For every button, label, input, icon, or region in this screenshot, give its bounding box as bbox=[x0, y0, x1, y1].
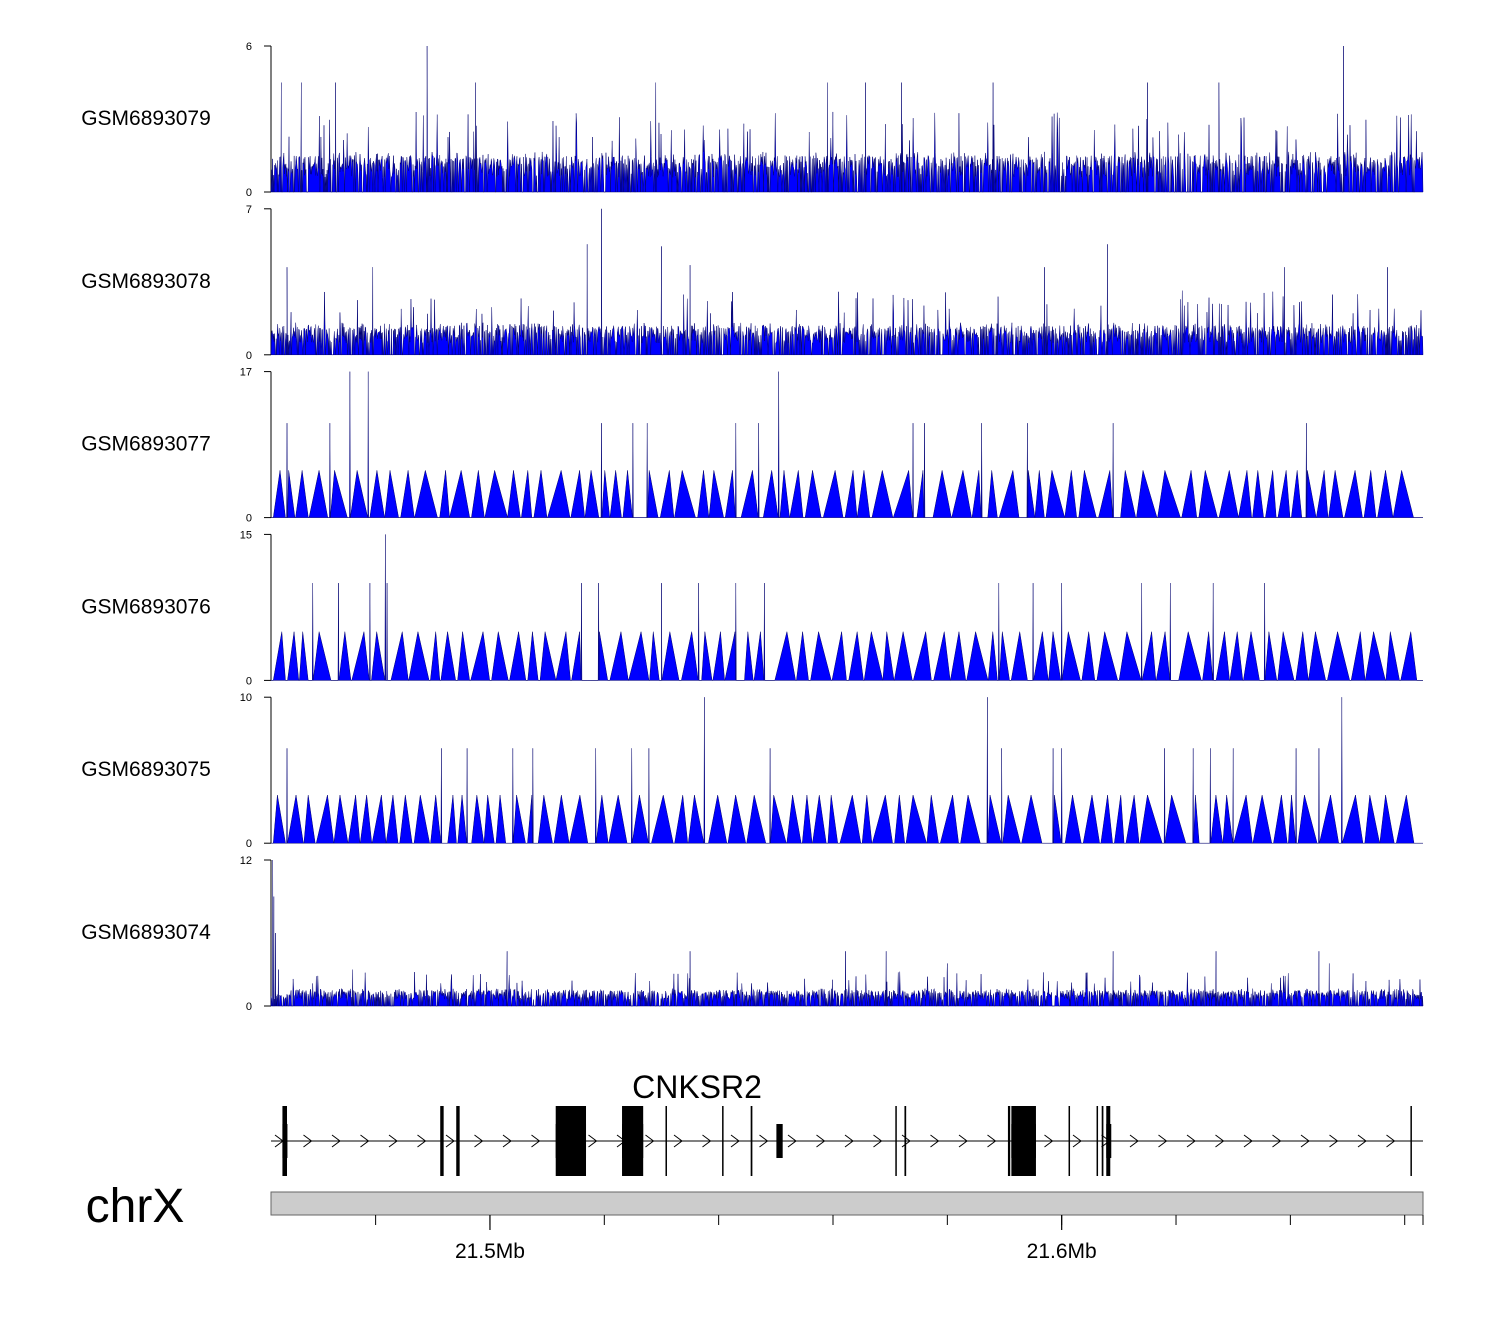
strand-arrow bbox=[1186, 1134, 1196, 1148]
strand-arrow bbox=[1329, 1134, 1339, 1148]
track-label: GSM6893078 bbox=[81, 270, 211, 293]
exon-line bbox=[750, 1106, 753, 1176]
strand-arrow bbox=[1215, 1134, 1225, 1148]
strand-arrow bbox=[787, 1134, 797, 1148]
gene-label: CNKSR2 bbox=[632, 1069, 762, 1105]
y-tick-label: 10 bbox=[240, 692, 252, 704]
strand-arrow bbox=[588, 1134, 598, 1148]
strand-arrow bbox=[873, 1134, 883, 1148]
strand-arrow bbox=[1300, 1134, 1310, 1148]
strand-arrow bbox=[730, 1134, 740, 1148]
strand-arrow bbox=[759, 1134, 769, 1148]
exon-line bbox=[722, 1106, 724, 1176]
strand-arrow bbox=[1272, 1134, 1282, 1148]
coverage-area bbox=[270, 859, 1424, 1007]
track-GSM6893076: GSM6893076 15 0 bbox=[81, 529, 1423, 687]
y-tick-label: 6 bbox=[246, 41, 252, 53]
exon-block bbox=[776, 1124, 783, 1158]
exon-block bbox=[1011, 1124, 1036, 1158]
strand-arrow bbox=[702, 1134, 712, 1148]
y-tick-label: 7 bbox=[246, 204, 252, 216]
strand-arrow bbox=[1243, 1134, 1253, 1148]
coverage-area bbox=[270, 208, 1424, 356]
gene-track: CNKSR2 bbox=[271, 1069, 1423, 1176]
strand-arrow bbox=[987, 1134, 997, 1148]
strand-arrow bbox=[1386, 1134, 1396, 1148]
strand-arrow bbox=[417, 1134, 427, 1148]
exon-line bbox=[456, 1106, 460, 1176]
strand-arrow bbox=[844, 1134, 854, 1148]
strand-arrow bbox=[1072, 1134, 1082, 1148]
y-tick-label: 17 bbox=[240, 367, 252, 379]
exon-line bbox=[1007, 1106, 1011, 1176]
strand-arrow bbox=[958, 1134, 968, 1148]
track-label: GSM6893076 bbox=[81, 595, 211, 618]
track-GSM6893078: GSM6893078 7 0 bbox=[81, 204, 1424, 362]
y-tick-label: 0 bbox=[246, 513, 252, 525]
track-label: GSM6893075 bbox=[81, 758, 211, 781]
exon-line bbox=[1410, 1106, 1412, 1176]
strand-arrow bbox=[1158, 1134, 1168, 1148]
y-tick-label: 0 bbox=[246, 675, 252, 687]
track-label: GSM6893079 bbox=[81, 107, 211, 130]
exon-line bbox=[1068, 1106, 1071, 1176]
strand-arrow bbox=[502, 1134, 512, 1148]
exon-line bbox=[440, 1106, 444, 1176]
axis-tick-label: 21.6Mb bbox=[1027, 1240, 1097, 1263]
strand-arrow bbox=[645, 1134, 655, 1148]
strand-arrow bbox=[673, 1134, 683, 1148]
chromosome-label: chrX bbox=[86, 1180, 185, 1233]
strand-arrow bbox=[930, 1134, 940, 1148]
y-tick-label: 0 bbox=[246, 350, 252, 362]
strand-arrow bbox=[1357, 1134, 1367, 1148]
exon-line bbox=[895, 1106, 897, 1176]
track-label: GSM6893077 bbox=[81, 433, 211, 456]
track-label: GSM6893074 bbox=[81, 921, 211, 944]
strand-arrow bbox=[474, 1134, 484, 1148]
y-tick-label: 0 bbox=[246, 187, 252, 199]
y-tick-label: 0 bbox=[246, 1001, 252, 1013]
track-GSM6893079: GSM6893079 6 0 bbox=[81, 41, 1424, 199]
strand-arrow bbox=[1129, 1134, 1139, 1148]
strand-arrow bbox=[1044, 1134, 1054, 1148]
exon-line bbox=[904, 1106, 907, 1176]
track-GSM6893077: GSM6893077 17 0 bbox=[81, 367, 1423, 525]
strand-arrow bbox=[531, 1134, 541, 1148]
coverage-area bbox=[271, 697, 1423, 844]
track-GSM6893075: GSM6893075 10 0 bbox=[81, 692, 1423, 850]
y-tick-label: 12 bbox=[240, 855, 252, 867]
exon-block bbox=[622, 1124, 644, 1158]
chromosome-axis: chrX 21.5Mb 21.6Mb bbox=[86, 1180, 1424, 1263]
strand-arrow bbox=[303, 1134, 313, 1148]
strand-arrow bbox=[816, 1134, 826, 1148]
exon-line bbox=[1096, 1106, 1099, 1176]
exon-line bbox=[665, 1106, 667, 1176]
y-tick-label: 0 bbox=[246, 838, 252, 850]
y-tick-label: 15 bbox=[240, 529, 252, 541]
track-GSM6893074: GSM6893074 12 0 bbox=[81, 855, 1424, 1013]
coverage-area bbox=[270, 45, 1424, 193]
strand-arrow bbox=[360, 1134, 370, 1148]
exon-block bbox=[555, 1124, 587, 1158]
exon-block bbox=[1106, 1124, 1112, 1158]
strand-arrow bbox=[388, 1134, 398, 1148]
exon-line bbox=[1101, 1106, 1104, 1176]
strand-arrow bbox=[445, 1134, 455, 1148]
chromosome-bar bbox=[270, 1191, 1424, 1216]
coverage-area bbox=[271, 534, 1423, 681]
axis-tick-label: 21.5Mb bbox=[455, 1240, 525, 1263]
strand-arrow bbox=[331, 1134, 341, 1148]
coverage-area bbox=[271, 371, 1423, 518]
exon-block bbox=[282, 1124, 288, 1158]
coverage-tracks: GSM689307960GSM689307870GSM6893077170GSM… bbox=[81, 41, 1424, 1013]
